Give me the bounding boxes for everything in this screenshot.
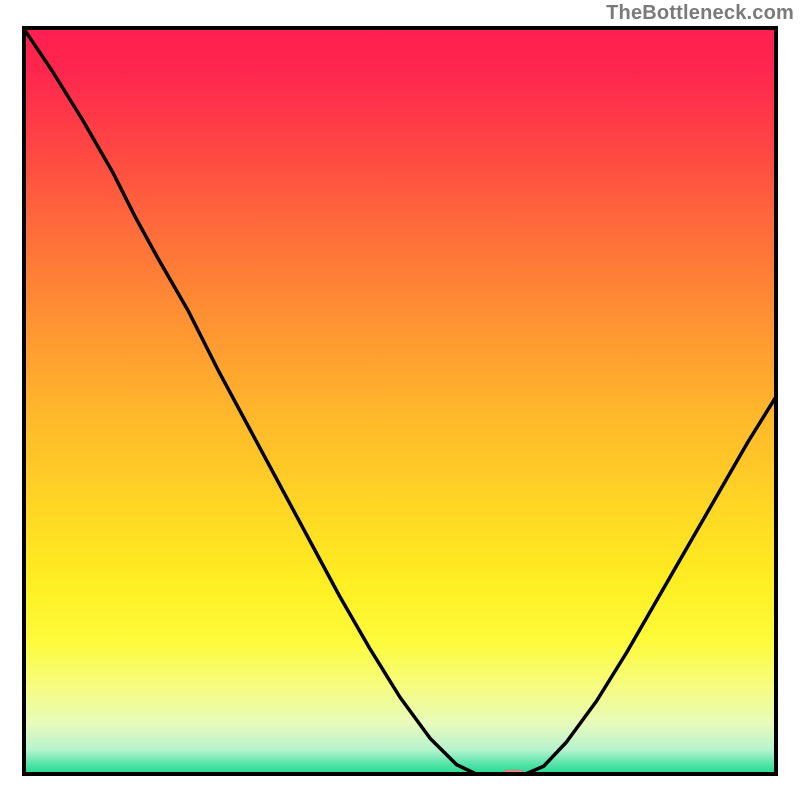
watermark-label: TheBottleneck.com — [606, 2, 794, 25]
chart-container: TheBottleneck.com — [0, 0, 800, 800]
chart-background — [22, 26, 778, 776]
bottleneck-chart — [0, 0, 800, 800]
